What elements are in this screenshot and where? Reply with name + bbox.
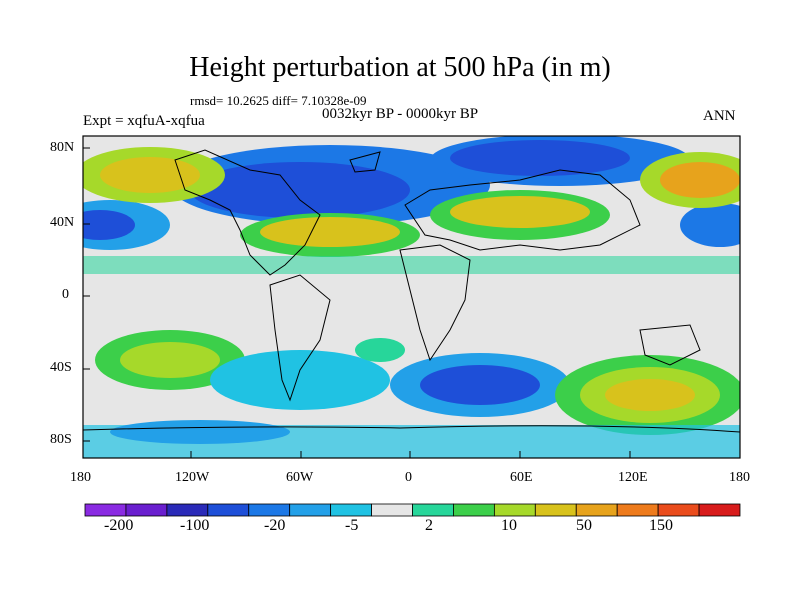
coastline-africa — [399, 244, 471, 362]
season-label: ANN — [703, 108, 736, 124]
colorbar-label: -5 — [345, 517, 359, 534]
field-region — [100, 157, 200, 193]
colorbar-label: -100 — [180, 517, 210, 534]
colorbar-label: 50 — [576, 517, 592, 534]
coastline-australia — [639, 324, 701, 366]
lat-label: 80N — [50, 140, 75, 155]
colorbar-swatch — [289, 503, 332, 517]
field-region — [355, 338, 405, 362]
colorbar-swatch — [453, 503, 495, 517]
field-region — [605, 379, 695, 411]
lon-label: 60W — [286, 470, 314, 485]
colorbar-label: 10 — [501, 517, 517, 534]
lat-label: 0 — [62, 287, 69, 302]
field-region — [210, 350, 390, 410]
field-region — [120, 342, 220, 378]
field-region — [110, 420, 290, 444]
field-region — [83, 256, 740, 274]
colorbar-swatch — [166, 503, 209, 517]
lon-label: 0 — [405, 470, 412, 485]
coastline-south-america — [269, 274, 331, 402]
field-region — [420, 365, 540, 405]
field-region — [660, 162, 740, 198]
colorbar-swatch — [330, 503, 372, 517]
lon-label: 60E — [510, 470, 533, 485]
colorbar — [84, 503, 741, 517]
field-region — [190, 162, 410, 218]
colorbar-swatch — [412, 503, 454, 517]
colorbar-label: -200 — [104, 517, 134, 534]
lon-label: 120E — [618, 470, 648, 485]
colorbar-swatch — [493, 503, 536, 517]
colorbar-label: -20 — [264, 517, 286, 534]
field-region — [450, 196, 590, 228]
colorbar-swatch — [207, 503, 250, 517]
height-field — [83, 136, 740, 458]
colorbar-swatch — [698, 503, 741, 517]
colorbar-swatch — [84, 503, 127, 517]
map-frame — [82, 135, 741, 459]
colorbar-swatch — [575, 503, 618, 517]
coastline-north-america — [174, 149, 321, 276]
field-region — [450, 140, 630, 176]
stats-label: rmsd= 10.2625 diff= 7.10328e-09 — [190, 93, 367, 108]
lon-label: 180 — [70, 470, 91, 485]
colorbar-swatch — [616, 503, 659, 517]
experiment-label: Expt = xqfuA-xqfua — [83, 113, 205, 129]
coastline-greenland — [349, 151, 381, 173]
coastlines — [83, 149, 740, 433]
lat-label: 40N — [50, 215, 75, 230]
plot-title: Height perturbation at 500 hPa (in m) — [189, 52, 611, 83]
period-label: 0032kyr BP - 0000kyr BP — [322, 106, 479, 122]
lon-label: 120W — [175, 470, 210, 485]
map-panel — [82, 135, 741, 459]
colorbar-swatch — [657, 503, 700, 517]
colorbar-label: 150 — [649, 517, 673, 534]
colorbar-label: 2 — [425, 517, 433, 534]
coastline-antarctica — [83, 425, 740, 433]
field-region — [680, 203, 740, 247]
lat-label: 80S — [50, 432, 72, 447]
field-region — [260, 217, 400, 247]
field-region — [83, 210, 135, 240]
axis-ticks — [83, 147, 631, 458]
colorbar-swatch — [248, 503, 291, 517]
colorbar-swatch — [534, 503, 577, 517]
colorbar-swatch — [125, 503, 168, 517]
colorbar-swatch — [371, 503, 413, 517]
lon-label: 180 — [729, 470, 750, 485]
coastline-eurasia — [404, 169, 641, 251]
lat-label: 40S — [50, 360, 72, 375]
